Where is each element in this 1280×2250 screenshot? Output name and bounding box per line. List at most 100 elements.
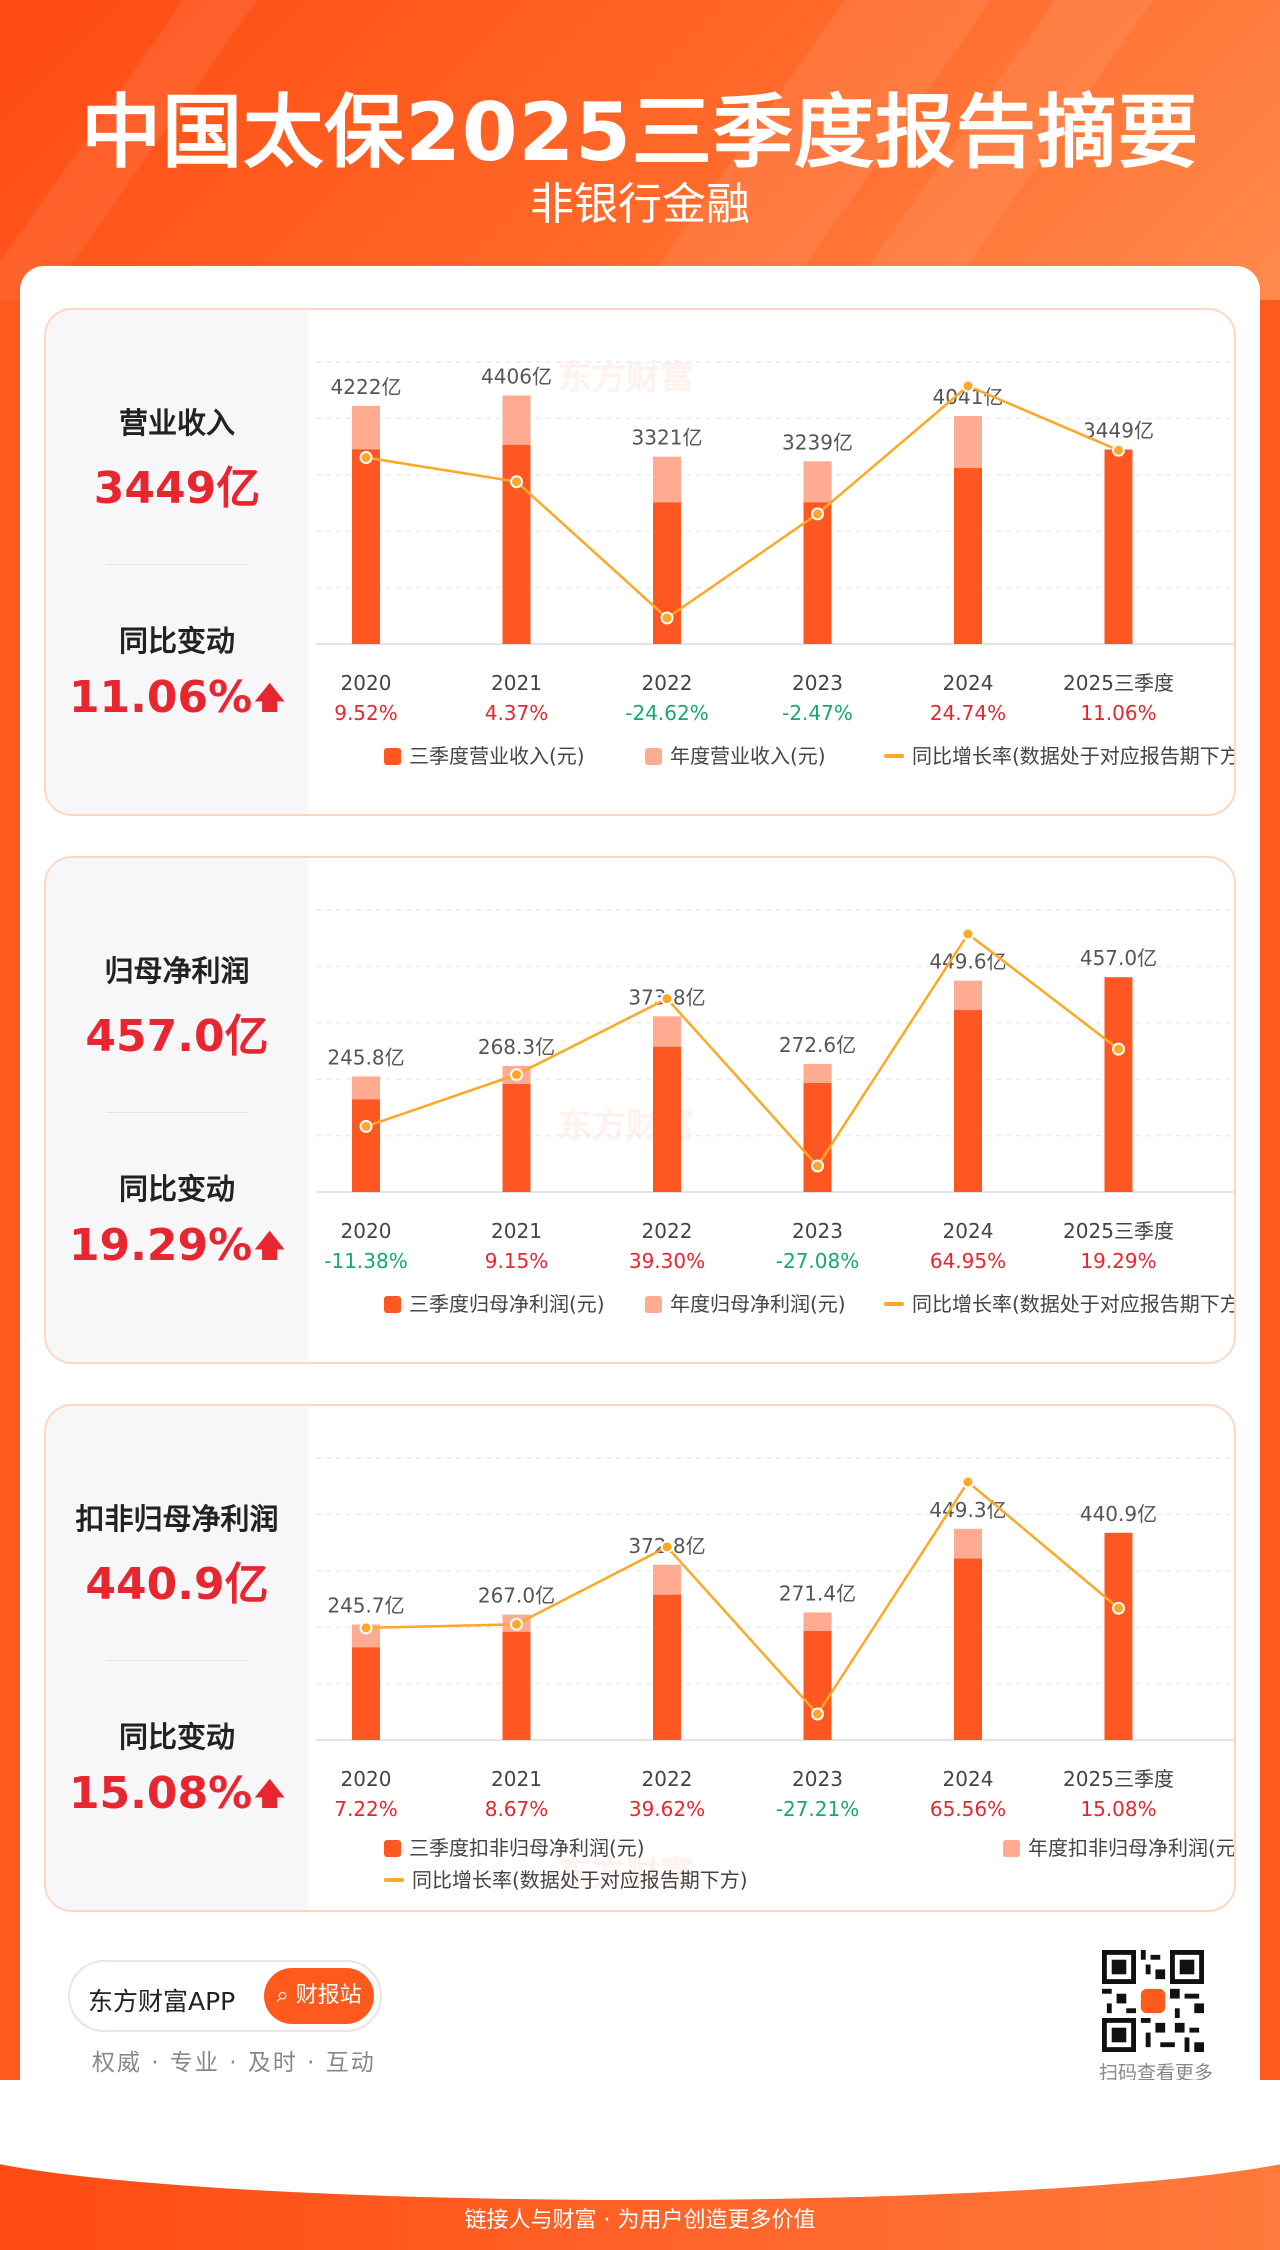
growth-point [961, 1475, 975, 1489]
growth-label: 64.95% [930, 1249, 1006, 1273]
x-tick-label: 2021 [491, 671, 542, 695]
growth-point [359, 1119, 373, 1133]
growth-point [359, 1621, 373, 1635]
kpi-label: 扣非归母净利润 [75, 1502, 279, 1536]
growth-label: 39.30% [629, 1249, 705, 1273]
deducted-net-profit-card: 扣非归母净利润 440.9亿 同比变动 15.08%🡅 东方财富 245.7亿 2… [44, 1404, 1236, 1912]
bar-q3 [803, 1082, 832, 1192]
x-tick-label: 2020 [341, 1219, 392, 1243]
growth-label: -27.08% [776, 1249, 859, 1273]
growth-label: 11.06% [1080, 701, 1156, 725]
growth-point [660, 1540, 674, 1554]
growth-point [510, 1068, 523, 1082]
x-tick-label: 2025三季度 [1063, 671, 1174, 695]
legend-q3: 三季度归母净利润(元) [384, 1288, 605, 1317]
growth-label: 9.15% [485, 1249, 549, 1273]
tagline: 权威 · 专业 · 及时 · 互动 [92, 2050, 376, 2076]
kpi-label: 归母净利润 [104, 954, 250, 988]
x-tick-label: 2022 [642, 1767, 693, 1791]
revenue-chart: 东方财富 4222亿 2020 9.52% 4406亿 2021 4.37% 3321亿 20… [308, 310, 1234, 814]
bar-q3 [352, 1647, 380, 1740]
change-value-row: 19.29%🡅 [46, 1220, 308, 1275]
report-station-button[interactable]: ⌕ 财报站 [264, 1968, 374, 2024]
legend-swatch [384, 1840, 401, 1857]
change-label: 同比变动 [118, 1720, 235, 1754]
slogan: 链接人与财富 · 为用户创造更多价值 [464, 2208, 816, 2233]
legend-line-swatch [384, 1878, 404, 1882]
growth-line [365, 384, 1119, 620]
page-title: 中国太保2025三季度报告摘要 [81, 86, 1199, 179]
x-tick-label: 2024 [943, 1767, 994, 1791]
kpi-label: 营业收入 [118, 406, 235, 440]
growth-point [961, 379, 975, 393]
growth-point [1112, 1601, 1125, 1615]
legend-label: 三季度归母净利润(元) [409, 1292, 605, 1316]
legend-swatch [384, 748, 401, 765]
x-tick-label: 2020 [341, 671, 392, 695]
app-promo[interactable]: 东方财富APP ⌕ 财报站 [68, 1960, 382, 2032]
growth-point [660, 611, 674, 625]
bar-value-label: 245.8亿 [327, 1045, 404, 1069]
divider [106, 1112, 248, 1113]
growth-label: -2.47% [782, 701, 853, 725]
qr-code-icon[interactable] [1102, 1950, 1204, 2052]
legend-label: 三季度营业收入(元) [409, 744, 585, 768]
growth-point [1112, 443, 1125, 457]
kpi-value: 3449亿 [93, 463, 261, 514]
x-tick-label: 2024 [943, 1219, 994, 1243]
legend-year: 年度归母净利润(元) [645, 1288, 846, 1317]
change-value-row: 11.06%🡅 [46, 672, 308, 727]
bar-q3 [803, 502, 832, 644]
x-tick-label: 2022 [642, 1219, 693, 1243]
x-tick-label: 2025三季度 [1063, 1767, 1174, 1791]
x-tick-label: 2021 [491, 1219, 542, 1243]
growth-label: 65.56% [930, 1797, 1006, 1821]
growth-line [365, 932, 1120, 1169]
divider [106, 1660, 248, 1661]
growth-label: 7.22% [334, 1797, 398, 1821]
watermark: 东方财富 [558, 1854, 694, 1894]
bar-q3 [954, 1010, 982, 1192]
divider [106, 564, 248, 565]
report-station-label: 财报站 [295, 1983, 362, 2008]
legend-swatch [1003, 1840, 1020, 1857]
bar-q3 [803, 1630, 832, 1740]
bar-value-label: 268.3亿 [478, 1035, 555, 1059]
x-tick-label: 2020 [341, 1767, 392, 1791]
change-value: 19.29% [68, 1220, 253, 1271]
kpi-panel: 扣非归母净利润 440.9亿 同比变动 15.08%🡅 [46, 1406, 308, 1910]
legend-q3: 三季度扣非归母净利润(元) [384, 1832, 645, 1861]
legend-label: 同比增长率(数据处于对应报告期下方) [412, 1868, 748, 1892]
growth-point [660, 992, 674, 1006]
chart-svg: 4222亿 2020 9.52% 4406亿 2021 4.37% 3321亿 2022 -24… [316, 361, 1234, 725]
growth-label: 9.52% [334, 701, 398, 725]
growth-label: -24.62% [625, 701, 708, 725]
bar-q3 [653, 1046, 681, 1192]
legend-swatch [645, 1296, 662, 1313]
growth-label: -11.38% [324, 1249, 407, 1273]
bar-q3 [502, 1083, 531, 1192]
bar-value-label: 440.9亿 [1080, 1502, 1157, 1526]
bar-q3 [1104, 1532, 1133, 1740]
footer-band [0, 2080, 1280, 2250]
growth-label: 4.37% [485, 701, 549, 725]
growth-label: 39.62% [629, 1797, 705, 1821]
bar-q3 [653, 1594, 681, 1740]
net-profit-card: 归母净利润 457.0亿 同比变动 19.29%🡅 东方财富 245.8亿 202… [44, 856, 1236, 1364]
legend-swatch [645, 748, 662, 765]
x-tick-label: 2021 [491, 1767, 542, 1791]
change-label: 同比变动 [118, 1172, 235, 1206]
growth-point [811, 507, 824, 521]
bar-value-label: 272.6亿 [779, 1033, 856, 1057]
legend-line: 同比增长率(数据处于对应报告期下方) [884, 1288, 1234, 1317]
arrow-up-icon: 🡅 [254, 1229, 286, 1264]
x-tick-label: 2022 [642, 671, 693, 695]
legend-label: 年度扣非归母净利润(元) [1028, 1836, 1236, 1860]
deducted-net-profit-chart: 东方财富 245.7亿20207.22%267.0亿20218.67%372.8… [308, 1406, 1236, 1910]
x-tick-label: 2023 [792, 1219, 843, 1243]
bar-q3 [954, 468, 982, 644]
change-value: 15.08% [68, 1768, 253, 1819]
bar-value-label: 245.7亿 [327, 1594, 404, 1618]
growth-label: 24.74% [930, 701, 1006, 725]
growth-point [811, 1707, 824, 1721]
